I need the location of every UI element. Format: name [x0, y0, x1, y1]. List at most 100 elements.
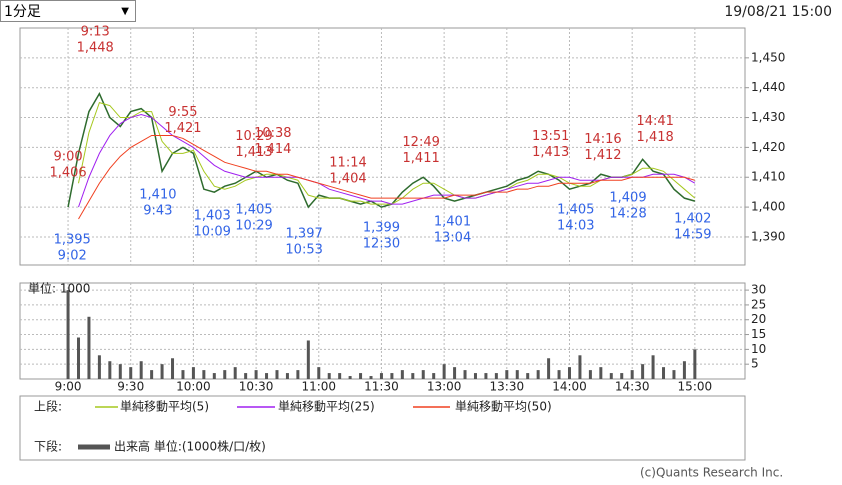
volume-bar: [171, 358, 175, 379]
annotation-time: 14:28: [609, 207, 646, 222]
volume-bar: [265, 373, 269, 379]
volume-bar: [515, 370, 519, 379]
volume-bar: [693, 349, 697, 379]
legend-frame: [19, 395, 746, 461]
volume-bar: [275, 370, 279, 379]
annotation-price: 1,399: [363, 221, 400, 236]
annotation-time: 10:53: [285, 243, 322, 258]
y-tick-label: 1,430: [751, 110, 785, 124]
y-tick-label: 1,410: [751, 170, 785, 184]
annotation-time: 9:43: [143, 204, 172, 219]
volume-bar: [400, 370, 404, 379]
legend-label: 単純移動平均(25): [278, 400, 375, 414]
volume-bar: [181, 370, 185, 379]
annotation-time: 14:59: [674, 228, 711, 243]
y-tick-label: 1,390: [751, 229, 785, 243]
annotation-time: 10:38: [254, 126, 291, 141]
annotation-time: 10:09: [193, 225, 230, 240]
annotation-price: 1,448: [77, 40, 114, 55]
timeframe-select[interactable]: 1分足: [0, 0, 136, 23]
volume-bar: [285, 373, 289, 379]
annotation-price: 1,405: [557, 203, 594, 218]
volume-bar: [526, 373, 530, 379]
annotation-time: 9:13: [81, 24, 110, 39]
x-tick-label: 10:00: [176, 380, 211, 394]
annotation-time: 13:04: [434, 231, 471, 246]
volume-bar: [473, 373, 477, 379]
price-frame: [19, 27, 746, 266]
volume-bar: [338, 373, 342, 379]
annotation-price: 1,413: [235, 145, 272, 160]
datetime: 19/08/21 15:00: [724, 4, 832, 20]
annotation-time: 12:49: [402, 135, 439, 150]
annotation-time: 14:03: [557, 219, 594, 234]
volume-bar: [233, 367, 237, 379]
annotation-time: 12:30: [363, 237, 400, 252]
annotation-time: 13:51: [532, 129, 569, 144]
annotation-price: 1,397: [286, 227, 323, 242]
volume-bar: [202, 370, 206, 379]
volume-bar: [139, 361, 143, 379]
annotation-price: 1,402: [674, 212, 711, 227]
x-tick-label: 9:00: [55, 380, 82, 394]
legend-label: 出来高 単位:(1000株/口/枚): [114, 439, 266, 454]
volume-bar: [191, 367, 195, 379]
volume-bar: [359, 373, 363, 379]
volume-bar: [484, 373, 488, 379]
annotation-price: 1,405: [235, 203, 272, 218]
annotation-price: 1,411: [403, 151, 440, 166]
x-tick-label: 13:00: [427, 380, 462, 394]
unit-label: 単位: 1000: [28, 281, 90, 296]
annotation-time: 10:29: [235, 129, 272, 144]
volume-bar: [87, 316, 91, 379]
volume-bar: [505, 370, 509, 379]
annotation-price: 1,412: [584, 148, 621, 163]
volume-bar: [317, 367, 321, 379]
volume-bar: [630, 370, 634, 379]
annotation-price: 1,413: [532, 145, 569, 160]
legend-label: 単純移動平均(50): [455, 400, 552, 414]
annotation-price: 1,414: [254, 142, 291, 157]
volume-bar: [463, 370, 467, 379]
annotation-price: 1,403: [194, 209, 231, 224]
ma-line: [78, 114, 696, 208]
volume-bar: [421, 370, 425, 379]
volume-bar: [682, 361, 686, 379]
volume-bar: [77, 337, 81, 379]
copyright: (c)Quants Research Inc.: [640, 466, 783, 480]
x-tick-label: 11:30: [364, 380, 399, 394]
annotation-price: 1,418: [637, 130, 674, 145]
volume-bar: [442, 364, 446, 379]
y-tick-label: 25: [751, 297, 766, 311]
y-tick-label: 1,400: [751, 200, 785, 214]
legend-label: 単純移動平均(5): [120, 400, 209, 414]
x-tick-label: 14:30: [615, 380, 650, 394]
annotation-price: 1,401: [434, 215, 471, 230]
annotation-price: 1,421: [164, 121, 201, 136]
x-tick-label: 11:00: [301, 380, 336, 394]
volume-bar: [588, 370, 592, 379]
volume-bar: [223, 370, 227, 379]
x-tick-label: 15:00: [678, 380, 713, 394]
volume-bar: [348, 376, 352, 379]
x-tick-label: 13:30: [490, 380, 525, 394]
annotation-price: 1,410: [139, 188, 176, 203]
volume-bar: [150, 370, 154, 379]
volume-bar: [379, 373, 383, 379]
annotation-price: 1,409: [609, 191, 646, 206]
volume-bar: [641, 364, 645, 379]
volume-bar: [567, 367, 571, 379]
volume-bar: [494, 373, 498, 379]
volume-bar: [390, 373, 394, 379]
x-tick-label: 14:00: [552, 380, 587, 394]
volume-bar: [369, 376, 373, 379]
x-tick-label: 9:30: [117, 380, 144, 394]
y-tick-label: 5: [751, 357, 759, 371]
annotation-time: 9:02: [58, 249, 87, 264]
volume-bar: [547, 358, 551, 379]
y-tick-label: 1,440: [751, 80, 785, 94]
volume-bar: [254, 370, 258, 379]
volume-bar: [97, 355, 101, 379]
volume-bar: [327, 373, 331, 379]
